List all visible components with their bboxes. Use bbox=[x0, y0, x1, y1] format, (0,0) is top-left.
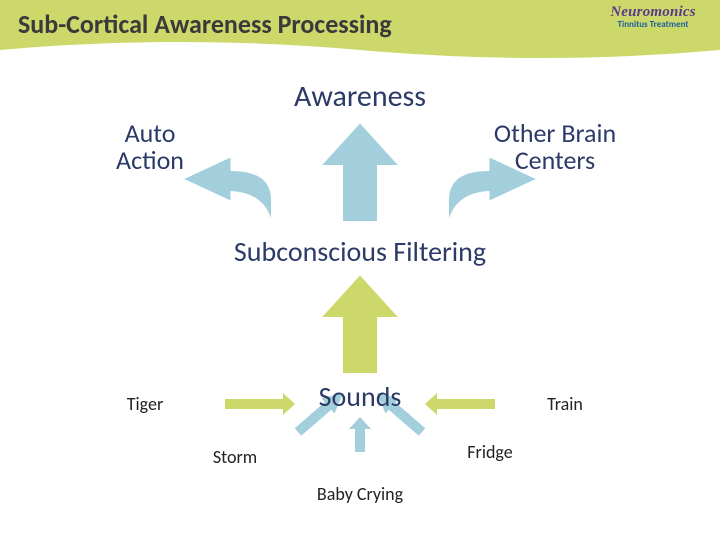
node-auto: Auto Action bbox=[0, 120, 350, 175]
logo-swoosh-icon bbox=[592, 10, 616, 38]
slide-title: Sub-Cortical Awareness Processing bbox=[18, 8, 392, 40]
node-tiger: Tiger bbox=[0, 395, 345, 414]
node-train: Train bbox=[365, 395, 720, 414]
brand-logo: Neuromonics Tinnitus Treatment bbox=[598, 4, 708, 50]
node-other: Other Brain Centers bbox=[355, 120, 720, 175]
node-baby: Baby Crying bbox=[160, 485, 560, 504]
diagram-canvas: Awareness Auto ActionOther Brain Centers S… bbox=[0, 62, 720, 540]
node-fridge: Fridge bbox=[290, 443, 690, 462]
node-filter: Subconscious Filtering bbox=[160, 237, 560, 266]
node-awareness: Awareness bbox=[160, 81, 560, 113]
arrow-sounds_to_filter_big bbox=[320, 274, 400, 374]
